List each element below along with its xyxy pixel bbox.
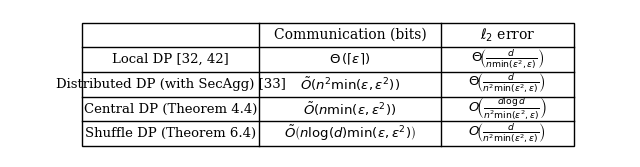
Text: Distributed DP (with SecAgg) [33]: Distributed DP (with SecAgg) [33] (56, 78, 286, 91)
Text: Central DP (Theorem 4.4): Central DP (Theorem 4.4) (84, 103, 257, 116)
Text: $O\!\left(\frac{d}{n^2\min(\varepsilon^2,\varepsilon)}\right)$: $O\!\left(\frac{d}{n^2\min(\varepsilon^2… (468, 122, 546, 146)
Text: $\Theta\,(\lceil\varepsilon\rceil)$: $\Theta\,(\lceil\varepsilon\rceil)$ (330, 52, 371, 67)
Text: $\tilde{O}\left(n\min\left(\varepsilon,\varepsilon^2\right)\right)$: $\tilde{O}\left(n\min\left(\varepsilon,\… (303, 100, 397, 118)
Text: $\ell_2$ error: $\ell_2$ error (479, 26, 535, 44)
Text: $\Theta\!\left(\frac{d}{n^2\min(\varepsilon^2,\varepsilon)}\right)$: $\Theta\!\left(\frac{d}{n^2\min(\varepsi… (468, 72, 546, 97)
Text: Local DP [32, 42]: Local DP [32, 42] (113, 53, 229, 66)
Text: $\Theta\!\left(\frac{d}{n\min(\varepsilon^2,\varepsilon)}\right)$: $\Theta\!\left(\frac{d}{n\min(\varepsilo… (470, 48, 544, 72)
Text: $\tilde{O}\left(n^2\min\left(\varepsilon,\varepsilon^2\right)\right)$: $\tilde{O}\left(n^2\min\left(\varepsilon… (300, 76, 400, 93)
Text: Shuffle DP (Theorem 6.4): Shuffle DP (Theorem 6.4) (85, 127, 257, 140)
Text: $O\!\left(\frac{d\log d}{n^2\min(\varepsilon^2,\varepsilon)}\right)$: $O\!\left(\frac{d\log d}{n^2\min(\vareps… (468, 96, 547, 122)
Text: Communication (bits): Communication (bits) (274, 28, 426, 42)
Text: $\tilde{O}\left(n\log(d)\min\left(\varepsilon,\varepsilon^2\right)\right)$: $\tilde{O}\left(n\log(d)\min\left(\varep… (284, 124, 416, 143)
